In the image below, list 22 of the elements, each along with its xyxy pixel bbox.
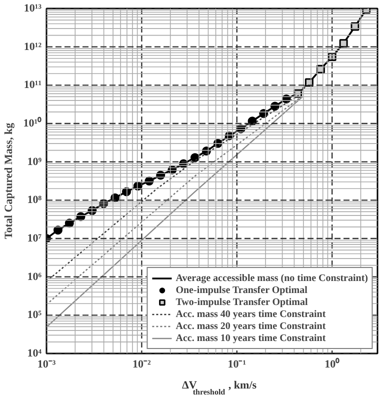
x-tick-label: 10⁻² <box>132 358 152 370</box>
legend-label: Acc. mass 20 years time Constraint <box>176 320 326 332</box>
x-tick-label: 10⁻¹ <box>228 358 246 370</box>
legend-label: Average accessible mass (no time Constraint) <box>176 272 368 284</box>
y-tick-label: 10⁸ <box>27 194 42 206</box>
x-axis-title: ΔVthreshold, km/s <box>182 380 258 396</box>
legend-label: Two-impulse Transfer Optimal <box>176 296 308 308</box>
legend-label: Acc. mass 10 years time Constraint <box>176 332 326 344</box>
legend-label: Acc. mass 40 years time Constraint <box>176 308 326 320</box>
x-tick-label: 10⁻³ <box>37 358 56 370</box>
x-tick-label: 10⁰ <box>324 358 340 370</box>
y-tick-label: 10¹² <box>24 40 42 53</box>
legend-label: One-impulse Transfer Optimal <box>176 284 308 296</box>
y-tick-label: 10⁹ <box>27 156 42 168</box>
y-tick-label: 10⁶ <box>27 270 42 283</box>
y-tick-label: 10⁷ <box>27 232 42 244</box>
y-tick-label: 10⁵ <box>27 309 42 322</box>
y-tick-label: 10⁴ <box>27 348 42 360</box>
y-tick-label: 10¹¹ <box>24 79 42 92</box>
y-axis-title: Total Captured Mass, kg <box>3 122 16 240</box>
y-tick-label: 10¹⁰ <box>23 116 42 130</box>
y-tick-label: 10¹³ <box>24 2 42 14</box>
